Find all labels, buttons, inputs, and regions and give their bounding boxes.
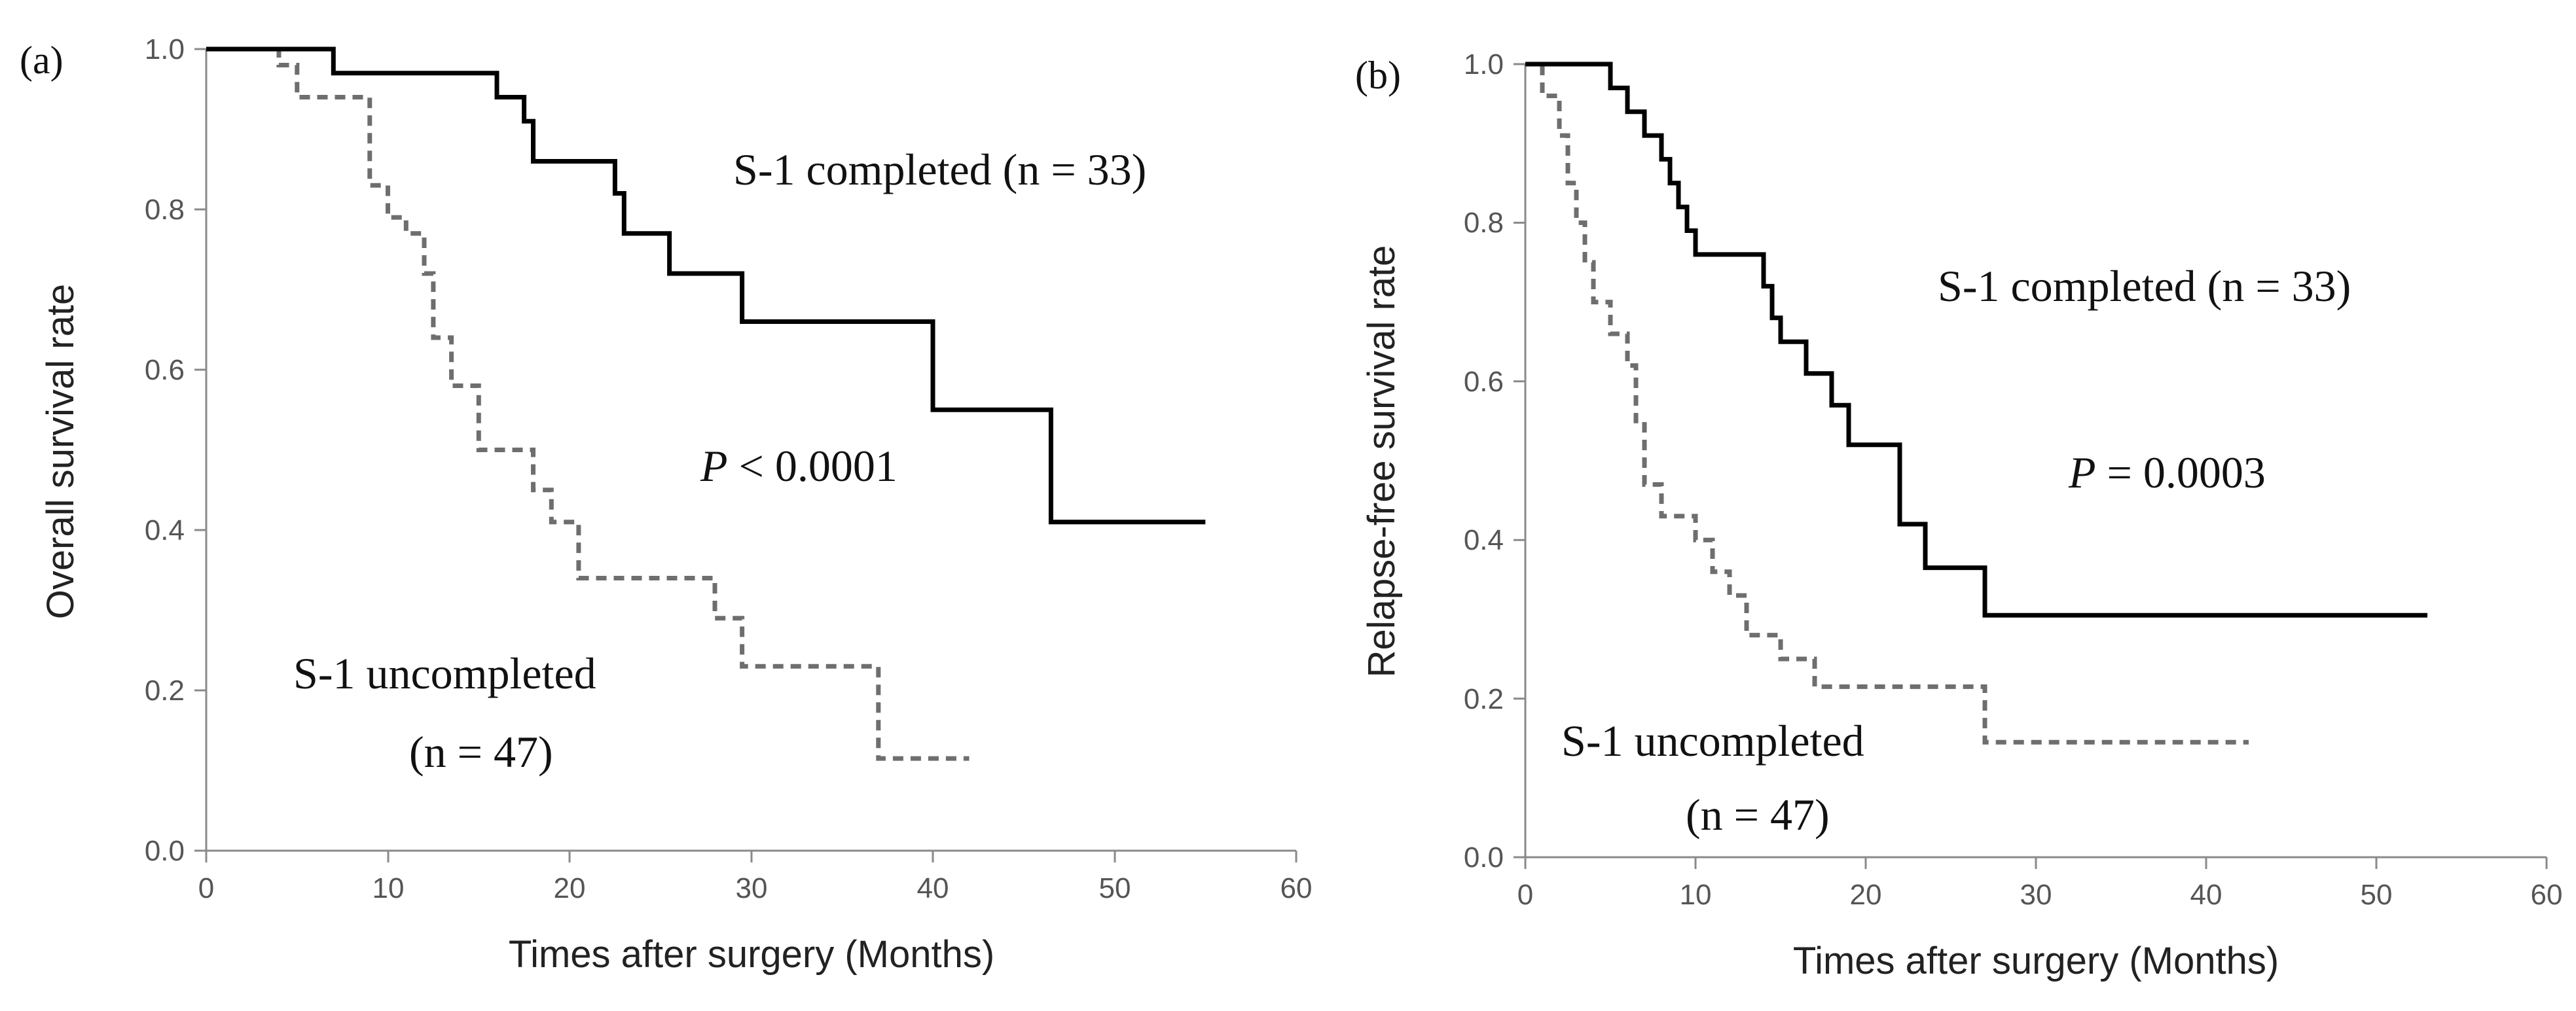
panel-b-label: (b) <box>1355 54 1401 97</box>
panel-a-y-tick-label: 0.6 <box>145 354 185 386</box>
panel-a-uncompleted-curve <box>206 46 970 761</box>
panel-b-x-tick-label: 20 <box>1850 879 1882 911</box>
panel-a-label: (a) <box>20 39 63 82</box>
panel-a-y-axis-title: Overall survival rate <box>39 284 82 619</box>
panel-b-x-tick-label: 60 <box>2531 879 2563 911</box>
panel-b-x-tick-label: 50 <box>2361 879 2393 911</box>
panel-a-x-tick-label: 40 <box>917 872 949 904</box>
panel-a-x-tick-label: 0 <box>198 872 214 904</box>
panel-a-x-tick-label: 20 <box>554 872 586 904</box>
panel-a-x-tick-label: 10 <box>372 872 405 904</box>
panel-b-y-tick-label: 0.8 <box>1464 207 1504 239</box>
panel-a-uncompleted-n: (n = 47) <box>409 727 553 777</box>
panel-a-x-tick-label: 30 <box>736 872 768 904</box>
panel-a-x-tick-label: 50 <box>1099 872 1131 904</box>
panel-a-p-symbol: P <box>700 441 728 491</box>
panel-b-uncompleted-n: (n = 47) <box>1686 790 1830 840</box>
panel-a-y-ticks: 0.0 0.2 0.4 0.6 0.8 1.0 <box>145 33 206 867</box>
panel-a-completed-label: S-1 completed (n = 33) <box>733 145 1146 194</box>
panel-b-y-ticks: 0.0 0.2 0.4 0.6 0.8 1.0 <box>1464 48 1525 874</box>
panel-b-uncompleted-label: S-1 uncompleted <box>1561 716 1864 766</box>
panel-a-y-tick-label: 0.2 <box>145 675 185 707</box>
panel-a-completed-curve <box>206 46 1206 525</box>
panel-b-uncompleted-curve <box>1525 62 2249 745</box>
panel-a-overall-survival: (a) 0 10 20 30 40 50 60 <box>20 33 1312 976</box>
panel-a-y-tick-label: 0.4 <box>145 514 185 546</box>
panel-b-x-ticks: 0 10 20 30 40 50 60 <box>1517 857 2563 911</box>
panel-a-p-value: P < 0.0001 <box>700 441 898 491</box>
panel-b-x-tick-label: 40 <box>2190 879 2222 911</box>
panel-a-y-tick-label: 1.0 <box>145 33 185 65</box>
panel-b-x-axis-title: Times after surgery (Months) <box>1793 940 2279 982</box>
panel-b-completed-curve <box>1525 62 2427 618</box>
panel-a-uncompleted-label: S-1 uncompleted <box>293 648 596 698</box>
panel-a-y-tick-label: 0.0 <box>145 835 185 867</box>
panel-b-y-tick-label: 0.0 <box>1464 842 1504 874</box>
panel-b-x-tick-label: 30 <box>2020 879 2052 911</box>
panel-b-y-tick-label: 0.2 <box>1464 683 1504 715</box>
panel-b-p-symbol: P <box>2068 448 2096 497</box>
panel-a-x-axis-title: Times after surgery (Months) <box>509 933 994 976</box>
panel-b-y-tick-label: 0.4 <box>1464 524 1504 556</box>
panel-b-p-value: P = 0.0003 <box>2068 448 2266 497</box>
panel-a-x-tick-label: 60 <box>1280 872 1313 904</box>
panel-b-x-tick-label: 10 <box>1680 879 1712 911</box>
panel-b-relapse-free-survival: (b) 0 10 20 30 40 50 60 <box>1355 48 2562 982</box>
panel-b-x-tick-label: 0 <box>1517 879 1533 911</box>
panel-b-completed-label: S-1 completed (n = 33) <box>1938 261 2351 311</box>
panel-b-p-text: = 0.0003 <box>2096 448 2266 497</box>
panel-b-y-tick-label: 1.0 <box>1464 48 1504 80</box>
panel-a-y-tick-label: 0.8 <box>145 194 185 226</box>
panel-a-x-ticks: 0 10 20 30 40 50 60 <box>198 851 1313 904</box>
panel-a-p-text: < 0.0001 <box>728 441 898 491</box>
panel-b-y-tick-label: 0.6 <box>1464 366 1504 398</box>
panel-b-y-axis-title: Relapse-free survival rate <box>1360 245 1403 678</box>
